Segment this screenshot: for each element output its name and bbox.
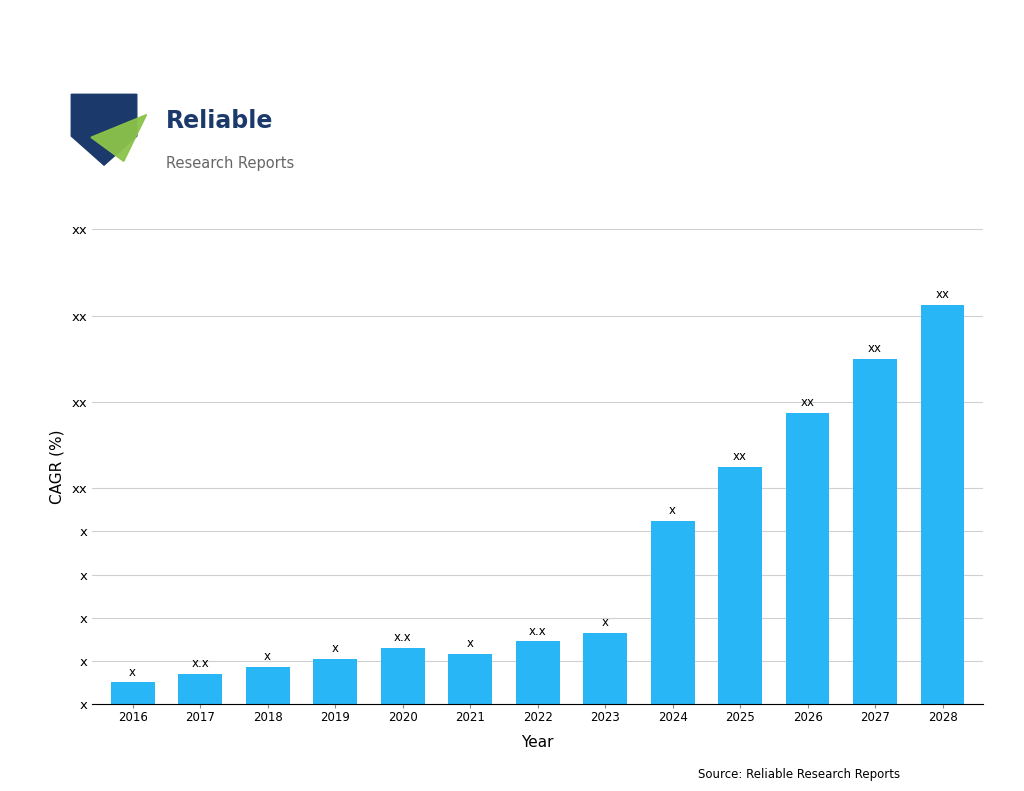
Text: x.x: x.x (191, 657, 209, 670)
Bar (111, 683, 155, 704)
Bar (246, 668, 290, 704)
Bar (650, 520, 694, 704)
Bar (313, 659, 357, 704)
Bar (921, 305, 965, 704)
Bar (718, 467, 762, 704)
Text: x: x (264, 650, 271, 664)
Text: x: x (467, 638, 474, 650)
Text: x.x: x.x (528, 625, 547, 638)
Text: Research Reports: Research Reports (166, 157, 295, 172)
Text: xx: xx (733, 450, 748, 463)
Polygon shape (91, 115, 146, 161)
Text: x: x (332, 642, 339, 655)
Bar (178, 674, 222, 704)
Bar (785, 413, 829, 704)
Text: Reliable: Reliable (166, 109, 273, 133)
Bar (583, 633, 627, 704)
Text: Source: Reliable Research Reports: Source: Reliable Research Reports (698, 768, 900, 781)
X-axis label: Year: Year (521, 735, 554, 750)
Y-axis label: CAGR (%): CAGR (%) (49, 430, 65, 504)
Bar (449, 654, 493, 704)
Text: x: x (129, 665, 136, 679)
Bar (381, 648, 425, 704)
Bar (853, 359, 897, 704)
Text: xx: xx (936, 288, 949, 301)
Polygon shape (72, 94, 137, 165)
Text: xx: xx (801, 396, 814, 409)
Text: x: x (669, 504, 676, 517)
Text: x: x (601, 616, 608, 629)
Bar (516, 642, 559, 704)
Text: xx: xx (868, 342, 882, 355)
Text: x.x: x.x (394, 631, 412, 644)
